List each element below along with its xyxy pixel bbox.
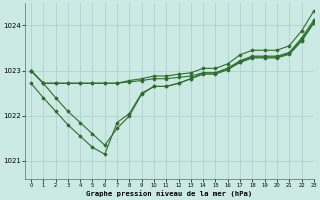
X-axis label: Graphe pression niveau de la mer (hPa): Graphe pression niveau de la mer (hPa): [86, 190, 252, 197]
